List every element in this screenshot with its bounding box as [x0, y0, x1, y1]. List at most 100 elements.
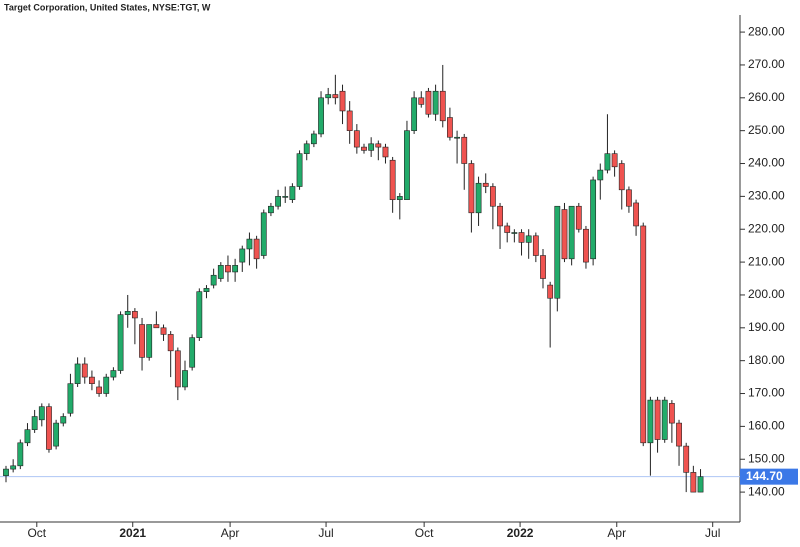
candle-body — [296, 153, 303, 187]
candle-body — [146, 324, 153, 358]
candle-body — [174, 350, 181, 388]
y-tick-label: 220.00 — [748, 221, 785, 235]
candle-body — [432, 90, 439, 115]
candle-body — [604, 153, 611, 171]
candle-body — [697, 476, 704, 493]
candle-body — [618, 163, 625, 191]
candle-body — [38, 406, 45, 421]
candle-body — [482, 182, 489, 187]
candle-body — [196, 291, 203, 338]
candle-body — [353, 130, 360, 148]
y-tick-label: 140.00 — [748, 484, 785, 498]
candle-body — [3, 468, 9, 476]
candle-body — [139, 324, 145, 358]
candle-body — [46, 406, 52, 450]
y-tick-label: 200.00 — [748, 287, 785, 301]
candle-body — [683, 445, 690, 473]
candle-body — [74, 363, 81, 384]
candle-body — [103, 376, 110, 394]
y-tick-label: 250.00 — [748, 123, 785, 137]
candle-body — [497, 205, 503, 227]
candle-body — [396, 196, 403, 200]
candle-body — [590, 179, 597, 260]
candle-body — [561, 209, 568, 260]
candle-body — [382, 146, 389, 158]
candle-body — [346, 110, 353, 131]
y-tick-label: 230.00 — [748, 189, 785, 203]
y-tick-label: 280.00 — [748, 24, 785, 38]
candle-body — [17, 442, 24, 467]
candle-body — [303, 143, 310, 154]
candle-body — [554, 205, 561, 299]
candle-body — [489, 186, 496, 207]
candle-body — [310, 133, 317, 145]
candle-body — [318, 97, 324, 135]
candle-body — [532, 235, 539, 256]
candle-body — [575, 205, 582, 230]
candle-body — [60, 416, 67, 424]
candle-body — [647, 399, 654, 444]
y-tick-label: 260.00 — [748, 90, 785, 104]
candle-body — [425, 90, 432, 115]
x-tick-label: Apr — [607, 526, 626, 540]
x-tick-label: Jul — [705, 526, 720, 540]
x-tick-label: Apr — [221, 526, 240, 540]
candle-body — [160, 327, 167, 335]
candle-body — [124, 311, 131, 315]
x-tick-label: Jul — [318, 526, 333, 540]
candle-body — [375, 143, 382, 148]
candle-body — [10, 465, 17, 470]
y-tick-label: 180.00 — [748, 353, 785, 367]
candle-body — [225, 265, 231, 273]
candle-body — [210, 274, 217, 286]
candle-body — [368, 143, 375, 151]
candle-body — [411, 97, 418, 131]
y-tick-label: 170.00 — [748, 386, 785, 400]
candle-body — [268, 205, 274, 214]
candle-body — [676, 422, 682, 447]
candle-body — [332, 94, 339, 99]
candle-body — [182, 370, 188, 388]
candle-body — [511, 232, 518, 234]
candle-body — [167, 334, 174, 352]
candle-body — [404, 130, 410, 200]
candle-body — [461, 136, 468, 164]
candle-body — [447, 117, 453, 138]
chart-title: Target Corporation, United States, NYSE:… — [4, 2, 211, 12]
candle-body — [690, 472, 697, 493]
candle-body — [611, 153, 618, 168]
candle-body — [504, 225, 511, 233]
y-tick-label: 150.00 — [748, 451, 785, 465]
x-tick-label: Oct — [415, 526, 434, 540]
y-tick-label: 160.00 — [748, 419, 785, 433]
candle-body — [626, 189, 632, 207]
y-tick-label: 190.00 — [748, 320, 785, 334]
candle-body — [597, 169, 604, 181]
candle-body — [24, 429, 31, 444]
candle-body — [540, 255, 546, 279]
candle-body — [81, 363, 88, 378]
candle-body — [217, 265, 224, 279]
candle-body — [153, 324, 160, 329]
candle-body — [282, 196, 289, 198]
candle-body — [275, 196, 281, 207]
y-tick-label: 240.00 — [748, 156, 785, 170]
y-tick-label: 210.00 — [748, 254, 785, 268]
candle-body — [339, 90, 346, 112]
candle-body — [289, 186, 296, 200]
candle-body — [253, 238, 260, 260]
candle-body — [232, 265, 239, 273]
candle-body — [260, 212, 267, 256]
candle-body — [325, 94, 332, 99]
candle-body — [468, 163, 475, 214]
candle-body — [53, 422, 60, 447]
candle-body — [418, 97, 425, 105]
candle-body — [96, 386, 102, 394]
candle-body — [203, 288, 210, 292]
candle-body — [654, 399, 661, 440]
candle-body — [67, 383, 74, 414]
candle-body — [668, 403, 675, 424]
candle-body — [117, 314, 124, 371]
candle-body — [361, 146, 367, 151]
